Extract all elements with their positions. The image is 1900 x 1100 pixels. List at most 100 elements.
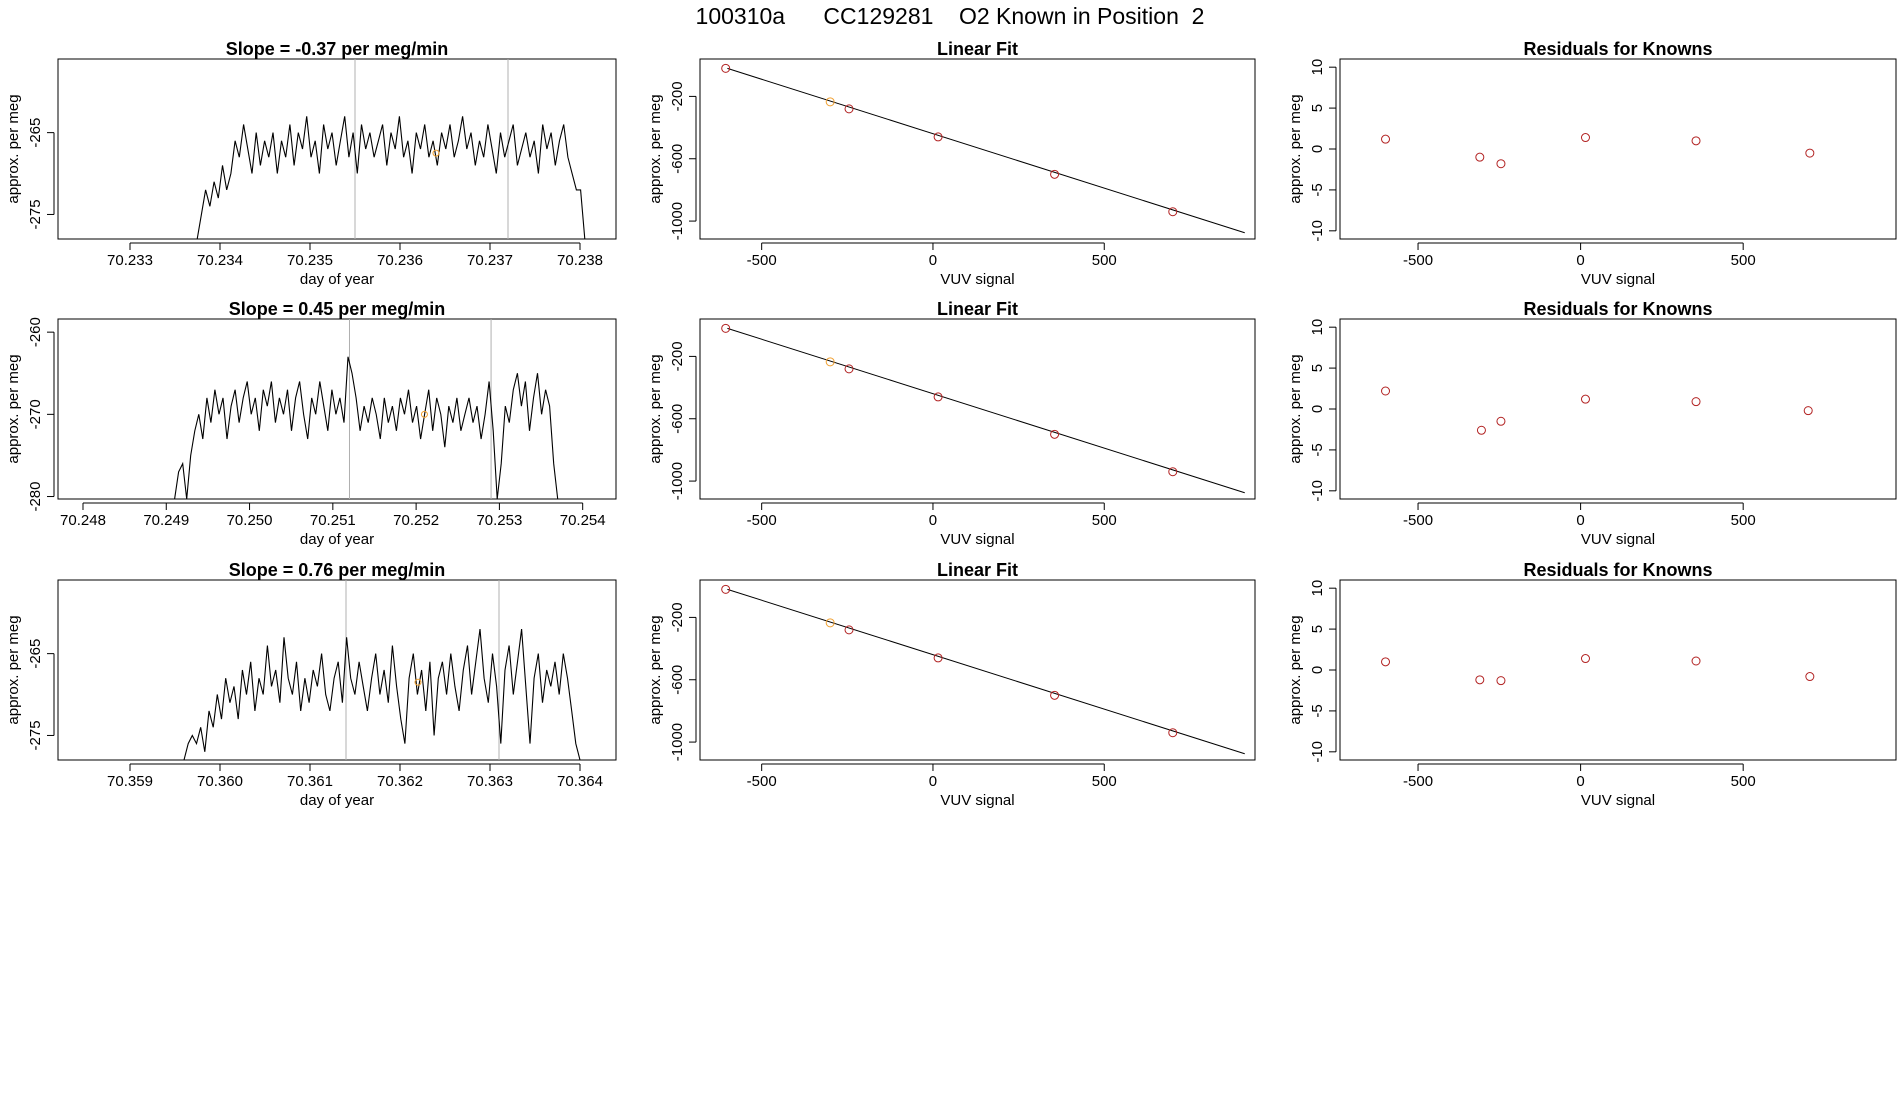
x-tick-label: 500	[1731, 512, 1756, 529]
page-title: 100310a CC129281 O2 Known in Position 2	[695, 3, 1205, 29]
data-point	[844, 104, 854, 114]
x-tick-label: 500	[1092, 512, 1117, 529]
x-tick-label: 0	[929, 773, 937, 790]
chart-panel-r1-c1: Slope = -0.37 per meg/min 70.233 70.234 70.…	[5, 39, 617, 288]
x-tick-label: -500	[1403, 512, 1433, 529]
x-tick-label: -500	[747, 773, 777, 790]
data-point	[844, 364, 854, 374]
x-tick-label: 0	[1576, 512, 1584, 529]
chart-panel-r1-c2: Linear Fit -500 0 500 VUV signal -200 -600 -100…	[647, 39, 1256, 288]
y-tick-label: 10	[1309, 319, 1326, 336]
y-axis-label: approx. per meg	[647, 615, 664, 724]
data-trace	[174, 356, 559, 500]
x-tick-label: 70.238	[557, 252, 603, 269]
chart-panel-r2-c1: Slope = 0.45 per meg/min 70.248 70.249 70.2…	[5, 299, 617, 548]
data-point	[844, 625, 854, 635]
x-axis-label: VUV signal	[940, 792, 1014, 809]
y-tick-label: -200	[669, 602, 686, 632]
y-tick-label: -270	[27, 399, 44, 429]
y-tick-label: -600	[669, 144, 686, 174]
y-tick-label: -265	[27, 639, 44, 669]
data-point	[933, 132, 943, 142]
x-tick-label: 70.363	[467, 773, 513, 790]
y-axis-label: approx. per meg	[5, 354, 22, 463]
known-sample-point	[432, 149, 440, 157]
y-tick-label: 0	[1309, 666, 1326, 674]
chart-panel-r2-c3: Residuals for Knowns -500 0 500 VUV signal 10…	[1287, 299, 1897, 548]
y-tick-label: -10	[1309, 741, 1326, 763]
y-tick-label: -1000	[669, 462, 686, 500]
chart-title: Linear Fit	[937, 299, 1018, 319]
x-axis-label: day of year	[300, 271, 374, 288]
data-point	[1805, 148, 1815, 158]
data-point	[1803, 406, 1813, 416]
y-axis-label: approx. per meg	[1287, 354, 1304, 463]
y-tick-label: -1000	[669, 202, 686, 240]
y-axis-label: approx. per meg	[5, 94, 22, 203]
x-tick-label: 70.250	[227, 512, 273, 529]
data-trace	[193, 116, 589, 240]
data-point	[1691, 136, 1701, 146]
y-axis-label: approx. per meg	[5, 615, 22, 724]
data-point	[1381, 657, 1391, 667]
data-point	[1050, 169, 1060, 179]
plot-frame	[699, 58, 1256, 240]
y-tick-label: 0	[1309, 145, 1326, 153]
chart-title: Slope = 0.76 per meg/min	[229, 560, 446, 580]
plot-frame	[1339, 318, 1897, 500]
y-tick-label: 0	[1309, 405, 1326, 413]
x-tick-label: 70.253	[476, 512, 522, 529]
x-axis-label: day of year	[300, 792, 374, 809]
x-tick-label: 70.251	[310, 512, 356, 529]
y-tick-label: -5	[1309, 183, 1326, 196]
x-tick-label: 70.248	[60, 512, 106, 529]
y-tick-label: 5	[1309, 625, 1326, 633]
x-tick-label: 70.254	[560, 512, 606, 529]
y-axis-label: approx. per meg	[1287, 615, 1304, 724]
x-tick-label: 70.364	[557, 773, 603, 790]
plot-frame	[57, 58, 617, 240]
chart-panels: Slope = -0.37 per meg/min 70.233 70.234 70.…	[5, 39, 1897, 809]
x-tick-label: -500	[747, 512, 777, 529]
data-point	[1168, 728, 1178, 738]
plot-frame	[57, 579, 617, 761]
x-tick-label: 0	[929, 252, 937, 269]
chart-panel-r2-c2: Linear Fit -500 0 500 VUV signal -200 -600 -100…	[647, 299, 1256, 548]
data-point	[1691, 397, 1701, 407]
x-tick-label: 70.249	[143, 512, 189, 529]
data-point	[1580, 654, 1590, 664]
y-tick-label: -265	[27, 118, 44, 148]
y-tick-label: 10	[1309, 580, 1326, 597]
fit-line	[727, 67, 1245, 234]
plot-frame	[699, 579, 1256, 761]
x-tick-label: 70.233	[107, 252, 153, 269]
x-tick-label: 70.359	[107, 773, 153, 790]
plot-frame	[57, 318, 617, 500]
data-point	[1476, 425, 1486, 435]
fit-line	[727, 327, 1245, 494]
y-axis-label: approx. per meg	[1287, 94, 1304, 203]
chart-title: Slope = 0.45 per meg/min	[229, 299, 446, 319]
x-axis-label: day of year	[300, 531, 374, 548]
data-point	[1475, 675, 1485, 685]
x-tick-label: 70.360	[197, 773, 243, 790]
x-tick-label: 500	[1092, 252, 1117, 269]
chart-panel-r3-c3: Residuals for Knowns -500 0 500 VUV signal 10…	[1287, 560, 1897, 809]
y-tick-label: -260	[27, 317, 44, 347]
data-point	[1050, 429, 1060, 439]
data-point	[933, 392, 943, 402]
x-tick-label: -500	[1403, 773, 1433, 790]
known-data-point	[825, 97, 835, 107]
x-axis-label: VUV signal	[1581, 271, 1655, 288]
plot-frame	[699, 318, 1256, 500]
x-tick-label: -500	[1403, 252, 1433, 269]
x-tick-label: 70.234	[197, 252, 243, 269]
data-point	[1496, 676, 1506, 686]
data-point	[1496, 159, 1506, 169]
data-point	[721, 584, 731, 594]
data-point	[1580, 133, 1590, 143]
x-axis-label: VUV signal	[940, 271, 1014, 288]
data-point	[1691, 656, 1701, 666]
x-tick-label: 70.361	[287, 773, 333, 790]
x-tick-label: 0	[929, 512, 937, 529]
